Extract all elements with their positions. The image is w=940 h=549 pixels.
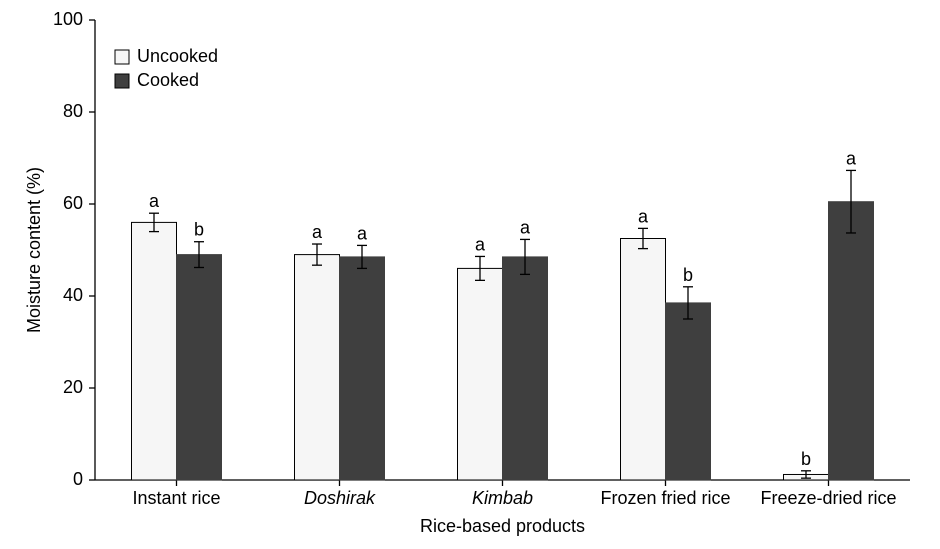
- bar-cooked: [503, 257, 548, 480]
- y-tick-label: 80: [63, 101, 83, 121]
- legend-swatch: [115, 74, 129, 88]
- significance-label: b: [801, 449, 811, 469]
- x-category-label: Kimbab: [472, 488, 533, 508]
- y-tick-label: 40: [63, 285, 83, 305]
- significance-label: a: [357, 223, 368, 243]
- bar-cooked: [340, 257, 385, 480]
- bar-uncooked: [621, 239, 666, 481]
- significance-label: a: [846, 148, 857, 168]
- x-axis-label: Rice-based products: [420, 516, 585, 536]
- x-category-label: Freeze-dried rice: [760, 488, 896, 508]
- y-axis-label: Moisture content (%): [24, 167, 44, 333]
- bar-cooked: [177, 255, 222, 480]
- x-category-label: Frozen fried rice: [600, 488, 730, 508]
- moisture-bar-chart: 0 20 40 60 80 100 Moisture content (%) Instant …: [0, 0, 940, 549]
- bar-uncooked: [295, 255, 340, 480]
- y-tick-label: 0: [73, 469, 83, 489]
- legend-label: Uncooked: [137, 46, 218, 66]
- significance-label: b: [194, 220, 204, 240]
- legend-label: Cooked: [137, 70, 199, 90]
- significance-label: a: [149, 191, 160, 211]
- significance-label: a: [475, 234, 486, 254]
- significance-label: b: [683, 265, 693, 285]
- significance-label: a: [312, 222, 323, 242]
- chart-container: 0 20 40 60 80 100 Moisture content (%) Instant …: [0, 0, 940, 549]
- y-tick-label: 60: [63, 193, 83, 213]
- x-category-label: Instant rice: [132, 488, 220, 508]
- bar-cooked: [829, 202, 874, 480]
- y-tick-label: 20: [63, 377, 83, 397]
- legend-swatch: [115, 50, 129, 64]
- bar-uncooked: [458, 268, 503, 480]
- x-category-label: Doshirak: [304, 488, 376, 508]
- bar-cooked: [666, 303, 711, 480]
- bar-uncooked: [132, 222, 177, 480]
- y-tick-label: 100: [53, 9, 83, 29]
- significance-label: a: [638, 206, 649, 226]
- significance-label: a: [520, 217, 531, 237]
